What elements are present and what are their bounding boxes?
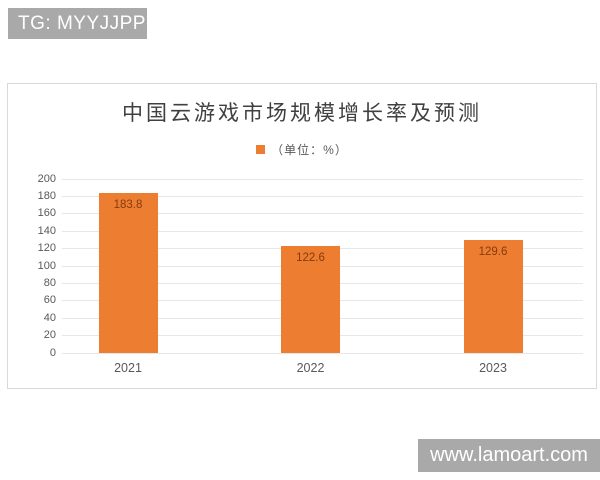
telegram-watermark-banner: TG: MYYJJPP xyxy=(8,8,147,39)
x-axis-category-label: 2021 xyxy=(114,361,142,375)
y-axis-tick-label: 40 xyxy=(43,311,56,324)
y-axis-tick-label: 120 xyxy=(37,242,56,255)
site-watermark: www.lamoart.com xyxy=(418,439,600,472)
y-axis-tick-label: 200 xyxy=(37,172,56,185)
y-axis-tick-label: 60 xyxy=(43,294,56,307)
gridline xyxy=(62,178,583,180)
chart-legend: （单位：%） xyxy=(7,141,597,158)
gridline xyxy=(62,352,583,354)
chart-title: 中国云游戏市场规模增长率及预测 xyxy=(122,102,482,125)
y-axis-tick-label: 100 xyxy=(37,259,56,272)
bar-value-label: 122.6 xyxy=(296,252,325,265)
y-axis-tick-label: 140 xyxy=(37,224,56,237)
bar-2021 xyxy=(98,193,158,353)
y-axis-tick-label: 80 xyxy=(43,276,56,289)
bar-2022 xyxy=(281,246,340,353)
gridline xyxy=(62,195,583,197)
y-axis-tick-label: 0 xyxy=(49,346,56,359)
y-axis-tick-label: 20 xyxy=(43,329,56,342)
y-axis-tick-label: 180 xyxy=(37,189,56,202)
gridline xyxy=(62,230,583,232)
x-axis-category-label: 2022 xyxy=(296,361,325,375)
bar-2023 xyxy=(463,240,523,353)
y-axis-tick-label: 160 xyxy=(37,207,56,220)
bar-value-label: 129.6 xyxy=(478,246,508,259)
x-axis-category-label: 2023 xyxy=(479,361,507,375)
bar-value-label: 183.8 xyxy=(113,199,143,212)
legend-label: （单位：%） xyxy=(271,143,348,157)
legend-marker xyxy=(256,145,266,154)
gridline xyxy=(62,213,583,215)
